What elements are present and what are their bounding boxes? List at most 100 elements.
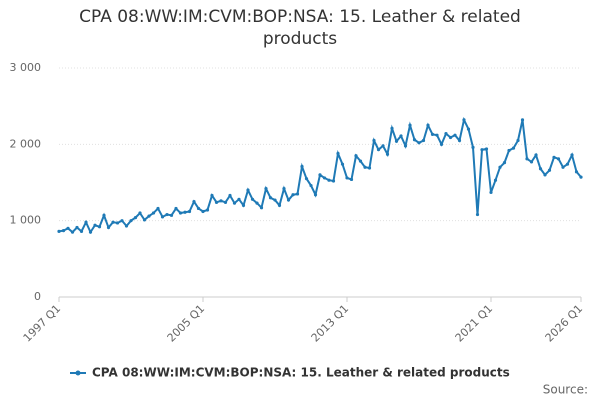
point — [457, 138, 462, 143]
point — [403, 144, 408, 148]
point — [106, 225, 111, 230]
point — [444, 132, 448, 136]
legend-marker — [75, 370, 81, 376]
point — [196, 206, 201, 211]
point — [399, 134, 403, 138]
y-tick-label: 2 000 — [10, 137, 42, 150]
point — [205, 208, 210, 212]
point — [579, 175, 583, 179]
point — [439, 142, 444, 146]
point — [142, 218, 147, 222]
point — [462, 118, 466, 122]
y-tick-label: 0 — [34, 290, 41, 303]
point — [111, 220, 115, 224]
point — [340, 162, 345, 166]
point — [502, 161, 507, 165]
point — [291, 193, 295, 197]
point — [426, 123, 430, 127]
point — [237, 197, 241, 201]
point — [552, 155, 556, 159]
chart-title: CPA 08:WW:IM:CVM:BOP:NSA: 15. Leather & … — [79, 7, 521, 49]
point — [538, 167, 543, 171]
point — [300, 164, 304, 169]
point — [345, 176, 349, 180]
point — [372, 138, 376, 143]
point — [475, 212, 480, 217]
point — [466, 127, 471, 131]
point — [232, 201, 237, 205]
point — [187, 209, 192, 214]
point — [228, 193, 232, 198]
point — [151, 211, 156, 215]
point — [84, 220, 88, 224]
point — [561, 165, 565, 169]
point — [390, 126, 394, 130]
point — [138, 211, 142, 215]
point — [318, 173, 322, 177]
point — [529, 160, 534, 164]
point — [282, 187, 286, 191]
point — [102, 213, 106, 217]
point — [241, 203, 246, 207]
point — [304, 177, 309, 181]
point — [210, 193, 214, 198]
x-tick-label: 2013 Q1 — [309, 302, 352, 345]
point — [480, 148, 484, 152]
point — [421, 138, 426, 143]
point — [385, 152, 390, 156]
point — [565, 162, 570, 166]
point — [363, 165, 367, 169]
point — [57, 229, 61, 233]
point — [88, 230, 93, 234]
point — [93, 223, 97, 227]
point — [327, 178, 331, 182]
point — [376, 148, 381, 152]
source: Source: — [543, 383, 588, 397]
point — [511, 146, 516, 150]
point — [264, 187, 268, 191]
point — [574, 170, 579, 174]
point — [336, 151, 340, 156]
point — [273, 198, 277, 202]
point — [412, 138, 417, 142]
point — [120, 219, 124, 223]
x-tick-label: 1997 Q1 — [21, 302, 64, 345]
y-tick-label: 1 000 — [10, 214, 42, 227]
point — [484, 147, 489, 151]
point — [547, 168, 552, 172]
point — [354, 154, 358, 158]
point — [367, 166, 372, 170]
point — [516, 138, 520, 143]
point — [255, 201, 259, 205]
x-tick-label: 2026 Q1 — [543, 302, 586, 345]
point — [417, 141, 421, 145]
point — [61, 228, 66, 233]
point — [201, 209, 205, 214]
point — [471, 145, 475, 149]
point — [133, 216, 138, 220]
y-tick-label: 3 000 — [10, 61, 42, 74]
point — [259, 206, 264, 210]
point — [214, 200, 219, 204]
point — [381, 144, 385, 148]
point — [183, 210, 187, 214]
point — [192, 199, 196, 204]
point — [394, 139, 399, 143]
point — [498, 165, 502, 169]
point — [223, 200, 228, 204]
point — [70, 230, 75, 234]
point — [219, 199, 223, 203]
point — [79, 229, 84, 233]
point — [556, 157, 561, 161]
point — [520, 118, 525, 122]
point — [66, 226, 70, 230]
point — [286, 198, 291, 202]
point — [97, 225, 102, 229]
point — [448, 135, 453, 140]
point — [349, 177, 354, 182]
point — [322, 176, 327, 180]
point — [147, 214, 151, 218]
point — [525, 157, 529, 161]
point — [165, 212, 169, 217]
